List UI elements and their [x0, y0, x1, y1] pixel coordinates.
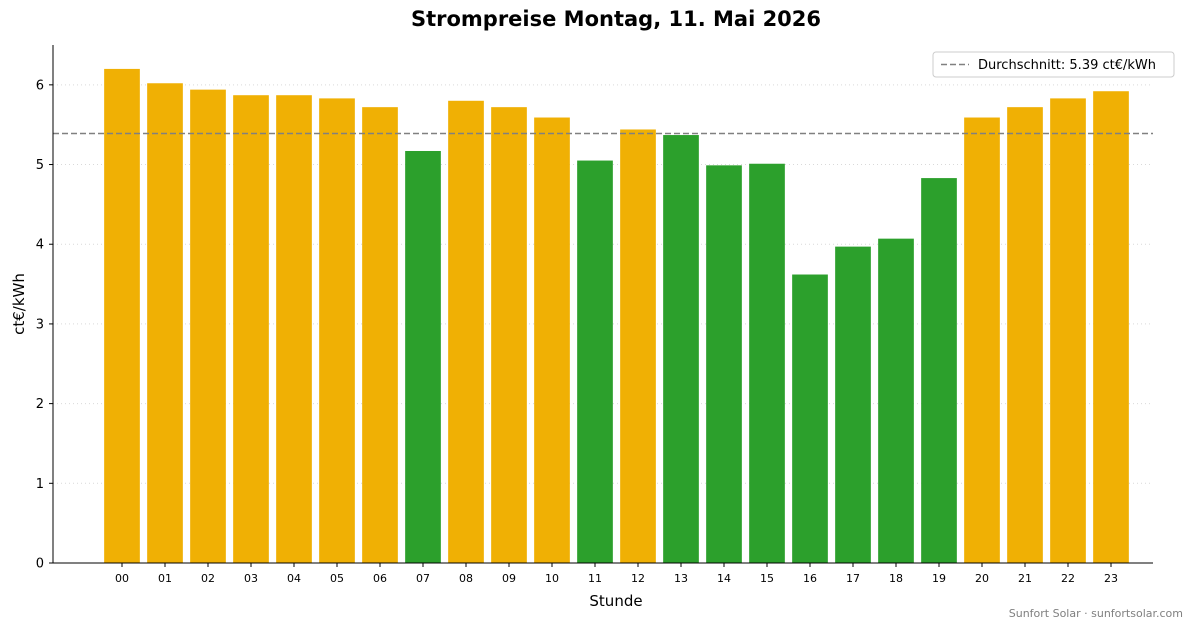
bar-20	[964, 117, 1000, 564]
bar-21	[1007, 107, 1043, 563]
x-tick-label: 10	[545, 572, 559, 585]
legend: Durchschnitt: 5.39 ct€/kWh	[932, 51, 1175, 78]
bar-06	[362, 107, 398, 563]
x-ticks: 00 01 02 03 04 05 06 07 08 09 10 11 12 13 14 15 16 17 18 19…	[115, 563, 1118, 585]
bar-19	[921, 178, 957, 563]
bar-01	[147, 83, 183, 563]
x-tick-label: 13	[674, 572, 688, 585]
y-ticks: 0 1 2 3 4 5 6	[36, 78, 53, 572]
credit-text: Sunfort Solar · sunfortsolar.com	[1008, 607, 1183, 620]
x-tick-label: 02	[201, 572, 215, 585]
x-tick-label: 07	[416, 572, 430, 585]
y-tick-label: 4	[36, 238, 44, 253]
bar-15	[749, 163, 785, 564]
x-axis-label: Stunde	[589, 592, 642, 610]
x-tick-label: 23	[1104, 572, 1118, 585]
x-tick-label: 15	[760, 572, 774, 585]
x-tick-label: 04	[287, 572, 301, 585]
x-tick-label: 01	[158, 572, 172, 585]
bar-05	[319, 98, 355, 563]
bar-11	[577, 160, 613, 564]
bar-08	[448, 100, 484, 564]
x-tick-label: 12	[631, 572, 645, 585]
y-tick-label: 3	[36, 317, 44, 332]
legend-label: Durchschnitt: 5.39 ct€/kWh	[978, 58, 1156, 73]
x-tick-label: 21	[1018, 572, 1032, 585]
bar-14	[706, 165, 742, 563]
y-tick-label: 5	[36, 158, 44, 173]
y-tick-label: 0	[36, 557, 44, 572]
chart-title: Strompreise Montag, 11. Mai 2026	[411, 7, 821, 31]
x-tick-label: 20	[975, 572, 989, 585]
bar-23	[1093, 91, 1129, 564]
x-tick-label: 05	[330, 572, 344, 585]
x-tick-label: 08	[459, 572, 473, 585]
y-tick-label: 1	[36, 477, 44, 492]
bar-12	[620, 129, 656, 563]
x-tick-label: 11	[588, 572, 602, 585]
y-axis-label: ct€/kWh	[10, 273, 28, 335]
bar-02	[190, 89, 226, 564]
x-tick-label: 00	[115, 572, 129, 585]
bar-00	[104, 68, 140, 564]
bar-10	[534, 117, 570, 564]
x-tick-label: 19	[932, 572, 946, 585]
x-tick-label: 09	[502, 572, 516, 585]
bar-09	[491, 107, 527, 563]
bars	[104, 68, 1129, 564]
x-tick-label: 16	[803, 572, 817, 585]
x-tick-label: 06	[373, 572, 387, 585]
axes	[52, 45, 1153, 564]
bar-16	[792, 274, 828, 563]
x-tick-label: 22	[1061, 572, 1075, 585]
bar-13	[663, 135, 699, 563]
bar-18	[878, 238, 914, 563]
x-tick-label: 18	[889, 572, 903, 585]
bar-04	[276, 95, 312, 564]
bar-03	[233, 95, 269, 564]
y-tick-label: 2	[36, 397, 44, 412]
bar-22	[1050, 98, 1086, 563]
x-tick-label: 03	[244, 572, 258, 585]
bar-07	[405, 150, 441, 563]
x-tick-label: 14	[717, 572, 731, 585]
x-tick-label: 17	[846, 572, 860, 585]
y-tick-label: 6	[36, 78, 44, 93]
bar-17	[835, 246, 871, 564]
